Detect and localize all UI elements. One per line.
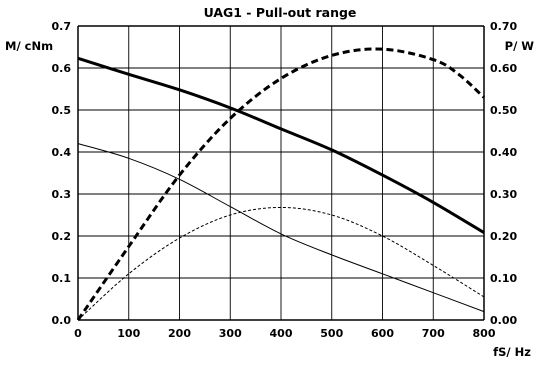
x-tick-label: 600 [371, 327, 394, 340]
grid [77, 25, 485, 321]
y-tick-label-left: 0.7 [52, 20, 72, 33]
y-tick-label-right: 0.60 [490, 62, 517, 75]
y-axis-label-left: M/ cNm [5, 39, 53, 53]
y-tick-label-left: 0.3 [52, 188, 72, 201]
y-tick-label-right: 0.40 [490, 146, 517, 159]
y-tick-label-left: 0.2 [52, 230, 72, 243]
x-tick-label: 400 [270, 327, 293, 340]
x-tick-label: 0 [74, 327, 82, 340]
series-line-4 [77, 206, 485, 321]
x-axis-label: fS/ Hz [493, 345, 531, 359]
chart-title: UAG1 - Pull-out range [204, 5, 357, 20]
y-tick-label-left: 0.5 [52, 104, 72, 117]
y-axis-label-right: P/ W [505, 39, 535, 53]
series-line-3 [77, 143, 485, 313]
x-tick-label: 700 [422, 327, 445, 340]
y-tick-label-left: 0.0 [52, 314, 72, 327]
series-line-1 [77, 56, 485, 234]
x-tick-label: 500 [320, 327, 343, 340]
y-tick-label-right: 0.50 [490, 104, 517, 117]
y-tick-label-right: 0.20 [490, 230, 517, 243]
tick-labels: 0 100 200 300 400 500 600 700 800 0.0 0.1 0.2 0.3 0.4… [52, 20, 518, 340]
y-tick-label-left: 0.1 [52, 272, 72, 285]
x-tick-label: 200 [168, 327, 191, 340]
y-tick-label-left: 0.6 [52, 62, 72, 75]
x-tick-label: 300 [219, 327, 242, 340]
y-tick-label-right: 0.00 [490, 314, 517, 327]
curves [76, 47, 486, 321]
series-line-2 [76, 47, 486, 321]
y-tick-label-right: 0.30 [490, 188, 517, 201]
x-tick-label: 800 [473, 327, 496, 340]
y-tick-label-right: 0.70 [490, 20, 517, 33]
y-tick-label-right: 0.10 [490, 272, 517, 285]
y-tick-label-left: 0.4 [52, 146, 72, 159]
x-tick-label: 100 [117, 327, 140, 340]
